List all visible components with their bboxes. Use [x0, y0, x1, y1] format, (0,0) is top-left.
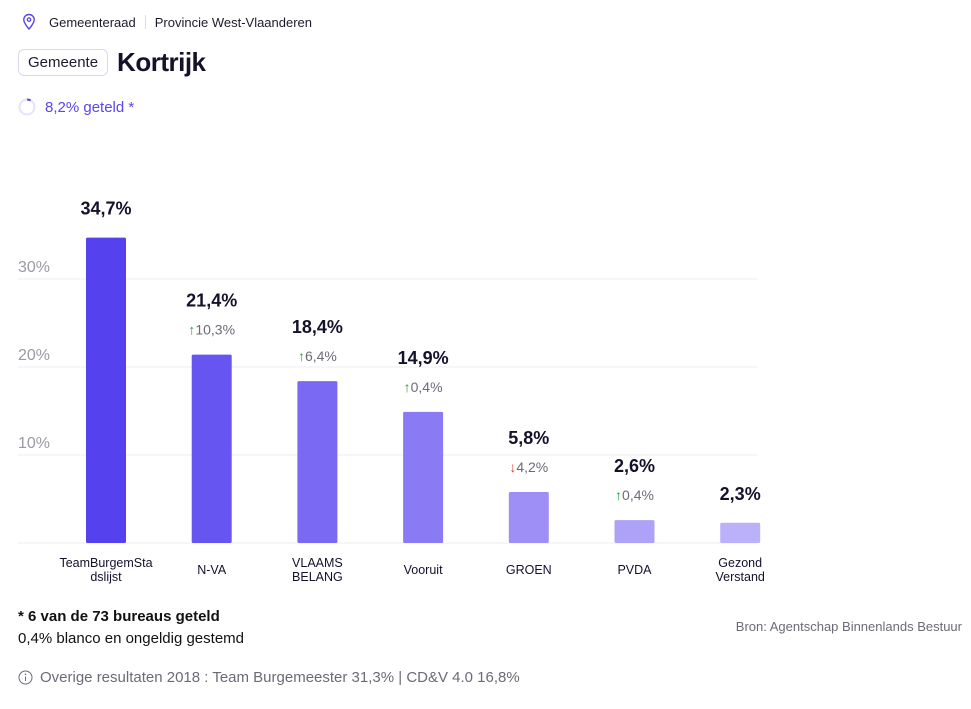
blank-votes-note: 0,4% blanco en ongeldig gestemd: [18, 630, 244, 647]
map-pin-icon: [23, 13, 35, 31]
bar-2: [191, 354, 232, 543]
change-label: ↓4,2%: [509, 459, 548, 475]
progress-spinner-icon: [18, 98, 36, 116]
breadcrumb-separator: [144, 15, 146, 29]
other-results-2018: Overige resultaten 2018 : Team Burgemees…: [18, 669, 520, 686]
source-note: Bron: Agentschap Binnenlands Bestuur: [735, 619, 962, 634]
category-label: VLAAMS: [292, 556, 343, 570]
category-label: Vooruit: [404, 563, 443, 577]
y-tick-label: 10%: [18, 435, 50, 452]
change-value: 6,4%: [305, 348, 337, 364]
value-label: 14,9%: [398, 348, 449, 368]
breadcrumb-item-province[interactable]: Provincie West-Vlaanderen: [154, 14, 313, 30]
arrow-up-icon: ↑: [615, 487, 622, 503]
value-label: 21,4%: [186, 291, 237, 311]
change-label: ↑10,3%: [188, 322, 235, 338]
bar-4: [403, 411, 444, 543]
category-label: PVDA: [617, 563, 652, 577]
category-label: Gezond: [718, 556, 762, 570]
bar-3: [297, 381, 338, 543]
page-title: Kortrijk: [117, 47, 206, 77]
category-label: GROEN: [506, 563, 552, 577]
category-label: BELANG: [292, 570, 343, 584]
other-results-text: Overige resultaten 2018 : Team Burgemees…: [40, 669, 520, 686]
change-label: ↑0,4%: [404, 379, 443, 395]
value-label: 18,4%: [292, 317, 343, 337]
y-tick-label: 30%: [18, 259, 50, 276]
page-header: Gemeente Kortrijk: [18, 47, 206, 78]
bar-5: [508, 491, 549, 543]
category-label: dslijst: [90, 570, 122, 584]
bar-7: [720, 522, 761, 543]
change-value: 4,2%: [516, 459, 548, 475]
change-value: 0,4%: [411, 379, 443, 395]
arrow-up-icon: ↑: [298, 348, 305, 364]
value-label: 5,8%: [508, 428, 549, 448]
category-label: Verstand: [716, 570, 765, 584]
counted-note: * 6 van de 73 bureaus geteld: [18, 608, 220, 625]
breadcrumb-item-council[interactable]: Gemeenteraad: [49, 14, 136, 30]
info-icon: [18, 670, 33, 685]
arrow-up-icon: ↑: [404, 379, 411, 395]
value-label: 2,6%: [614, 456, 655, 476]
bar-1: [86, 237, 126, 543]
category-label: TeamBurgemSta: [59, 556, 152, 570]
value-label: 2,3%: [720, 484, 761, 504]
arrow-down-icon: ↓: [509, 459, 516, 475]
change-value: 10,3%: [195, 322, 235, 338]
change-label: ↑6,4%: [298, 348, 337, 364]
value-label: 34,7%: [80, 199, 131, 219]
y-tick-label: 20%: [18, 347, 50, 364]
breadcrumb: Gemeenteraad Provincie West-Vlaanderen: [22, 13, 312, 31]
count-progress: 8,2% geteld *: [18, 98, 134, 116]
change-label: ↑0,4%: [615, 487, 654, 503]
bar-6: [614, 520, 655, 543]
count-progress-label: 8,2% geteld *: [45, 98, 135, 116]
arrow-up-icon: ↑: [188, 322, 195, 338]
municipality-badge: Gemeente: [18, 49, 109, 76]
category-label: N-VA: [197, 563, 227, 577]
change-value: 0,4%: [622, 487, 654, 503]
